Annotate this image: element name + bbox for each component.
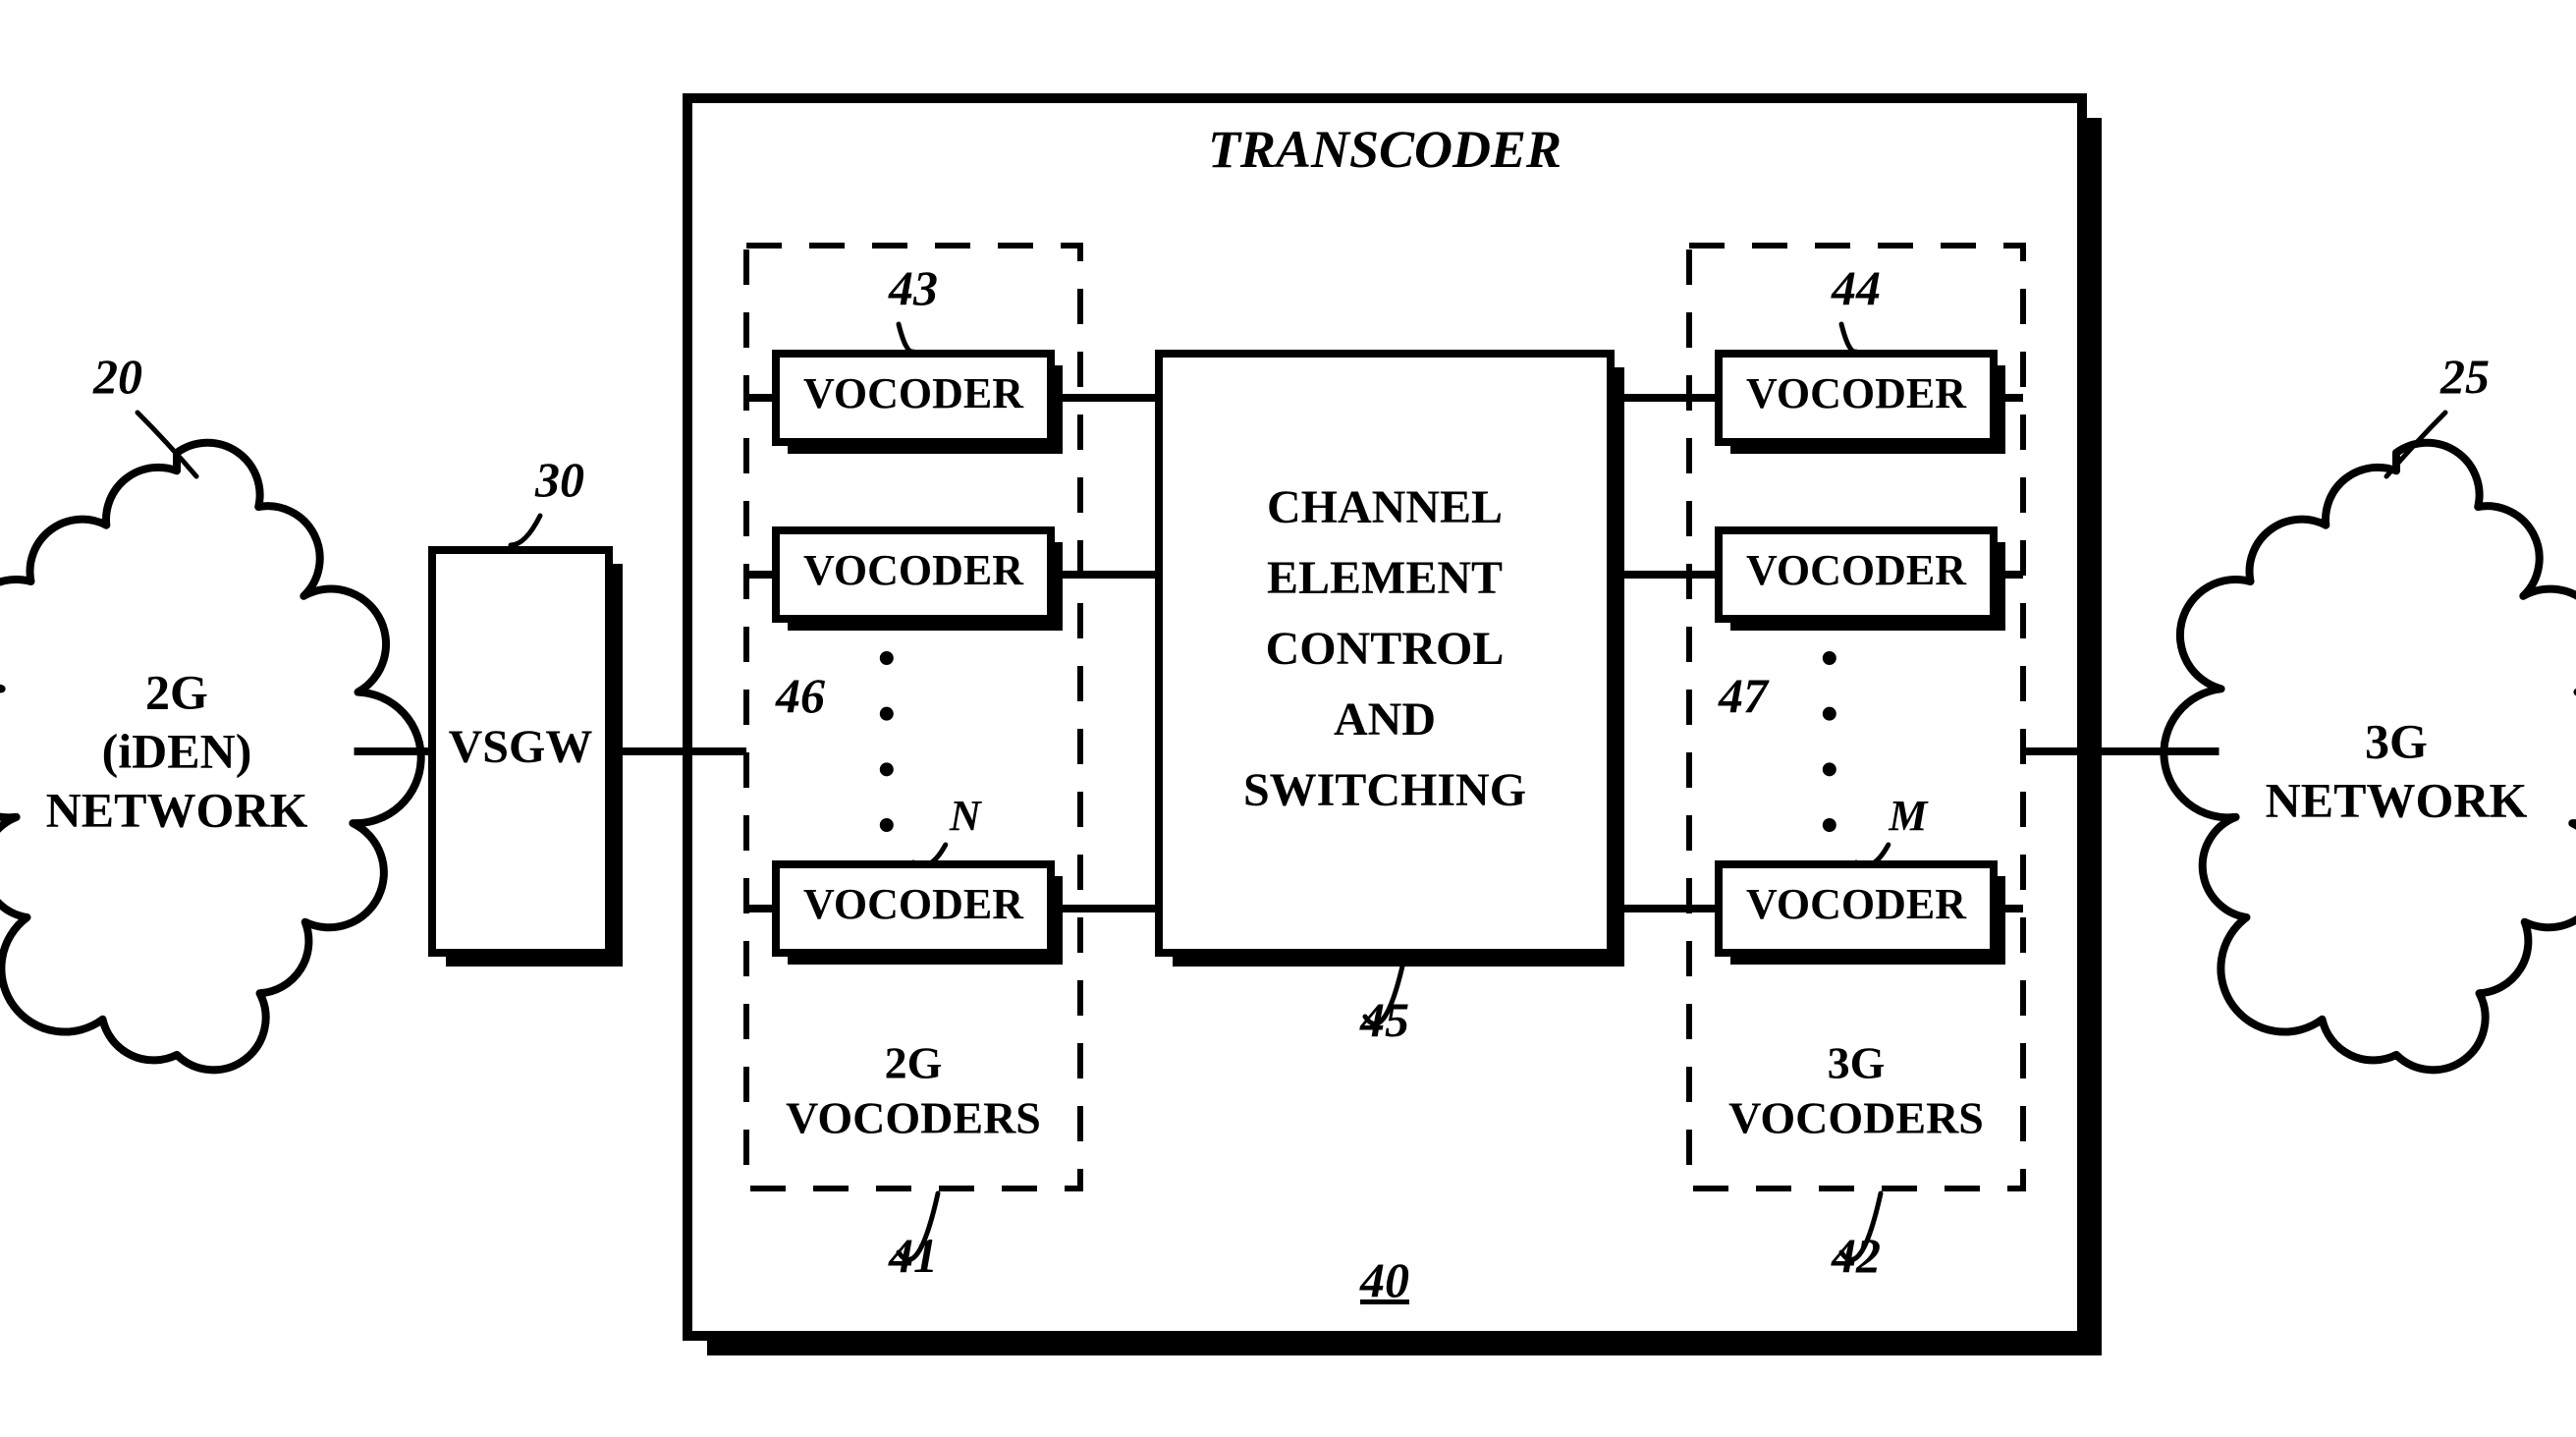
svg-text:ELEMENT: ELEMENT — [1267, 552, 1503, 604]
svg-text:VOCODER: VOCODER — [803, 880, 1024, 928]
svg-text:43: 43 — [888, 260, 938, 315]
svg-text:CHANNEL: CHANNEL — [1267, 481, 1503, 533]
svg-text:2G: 2G — [885, 1038, 943, 1088]
svg-text:3G: 3G — [2365, 713, 2428, 768]
svg-text:TRANSCODER: TRANSCODER — [1208, 120, 1562, 179]
svg-text:46: 46 — [775, 668, 825, 723]
svg-text:VOCODER: VOCODER — [1746, 369, 1967, 417]
svg-text:2G: 2G — [145, 664, 208, 719]
svg-text:M: M — [1888, 792, 1929, 840]
svg-text:VOCODERS: VOCODERS — [1728, 1093, 1984, 1143]
svg-text:VOCODER: VOCODER — [1746, 880, 1967, 928]
svg-text:VOCODER: VOCODER — [803, 546, 1024, 594]
svg-text:VOCODER: VOCODER — [1746, 546, 1967, 594]
svg-text:40: 40 — [1359, 1252, 1409, 1307]
svg-text:30: 30 — [534, 452, 584, 507]
svg-text:SWITCHING: SWITCHING — [1243, 764, 1526, 816]
svg-text:AND: AND — [1334, 693, 1436, 746]
svg-text:NETWORK: NETWORK — [46, 782, 308, 837]
svg-text:CONTROL: CONTROL — [1266, 623, 1505, 675]
svg-text:VSGW: VSGW — [449, 721, 593, 773]
svg-text:NETWORK: NETWORK — [2266, 772, 2528, 827]
svg-text:VOCODERS: VOCODERS — [786, 1093, 1041, 1143]
svg-text:N: N — [949, 792, 983, 840]
svg-text:3G: 3G — [1828, 1038, 1886, 1088]
svg-text:20: 20 — [92, 349, 142, 404]
svg-text:44: 44 — [1831, 260, 1881, 315]
svg-text:VOCODER: VOCODER — [803, 369, 1024, 417]
svg-text:25: 25 — [2439, 349, 2490, 404]
svg-text:47: 47 — [1718, 668, 1770, 723]
svg-text:(iDEN): (iDEN) — [102, 723, 252, 778]
